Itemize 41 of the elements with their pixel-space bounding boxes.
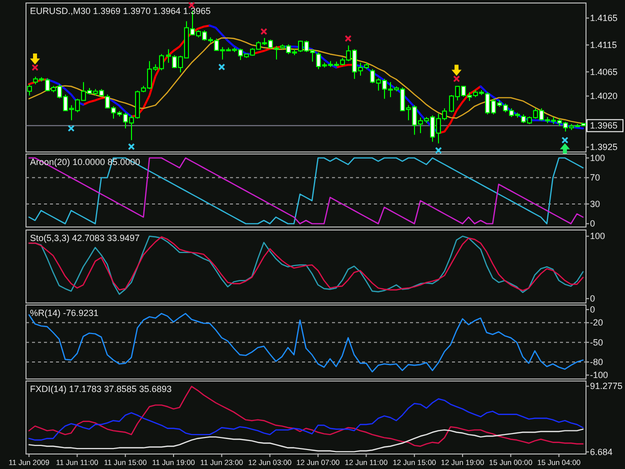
y-tick-label: 1.4020	[590, 91, 618, 102]
point	[260, 28, 268, 35]
line-series	[28, 157, 584, 224]
point	[560, 143, 570, 154]
y-tick-label: 100	[590, 231, 606, 242]
y-tick-label: 70	[590, 172, 600, 183]
chart-title: Sto(5,3,3) 42.7083 33.9497	[30, 233, 140, 243]
point	[30, 53, 40, 64]
y-tick-label: -100	[590, 370, 608, 380]
point	[435, 146, 442, 154]
y-tick-label: 1.4115	[590, 40, 617, 50]
chart-title: EURUSD.,M30 1.3969 1.3970 1.3964 1.3965	[30, 6, 211, 16]
y-tick-label: 0	[590, 294, 596, 304]
y-tick-label: 1.4065	[590, 66, 618, 77]
ref-line-label: 1.3965	[590, 120, 618, 131]
y-tick-label: 91.2775	[590, 381, 623, 392]
point	[68, 124, 75, 132]
line-series	[28, 386, 584, 447]
y-tick-label: 0	[590, 304, 596, 315]
point	[452, 64, 462, 76]
y-tick-label: -50	[590, 337, 604, 348]
chart-title: %R(14) -76.9231	[30, 308, 99, 318]
line-series	[28, 428, 584, 452]
candlestick	[27, 84, 32, 96]
y-tick-label: -80	[590, 356, 604, 367]
y-tick-label: -20	[590, 318, 604, 328]
line-series	[28, 398, 584, 441]
line-series	[28, 37, 584, 124]
chart-title: FXDI(14) 17.1783 37.8585 35.6893	[30, 384, 172, 394]
point	[128, 143, 135, 150]
point	[344, 35, 352, 42]
y-tick-label: 1.4165	[590, 13, 618, 24]
y-tick-label: 100	[590, 152, 606, 163]
y-tick-label: 6.684	[590, 446, 613, 457]
y-tick-label: 30	[590, 198, 600, 209]
point	[561, 136, 568, 144]
point	[218, 64, 226, 70]
y-tick-label: 0	[590, 218, 596, 229]
point	[32, 64, 38, 71]
point	[453, 75, 460, 82]
y-tick-label: 1.3925	[590, 142, 618, 152]
